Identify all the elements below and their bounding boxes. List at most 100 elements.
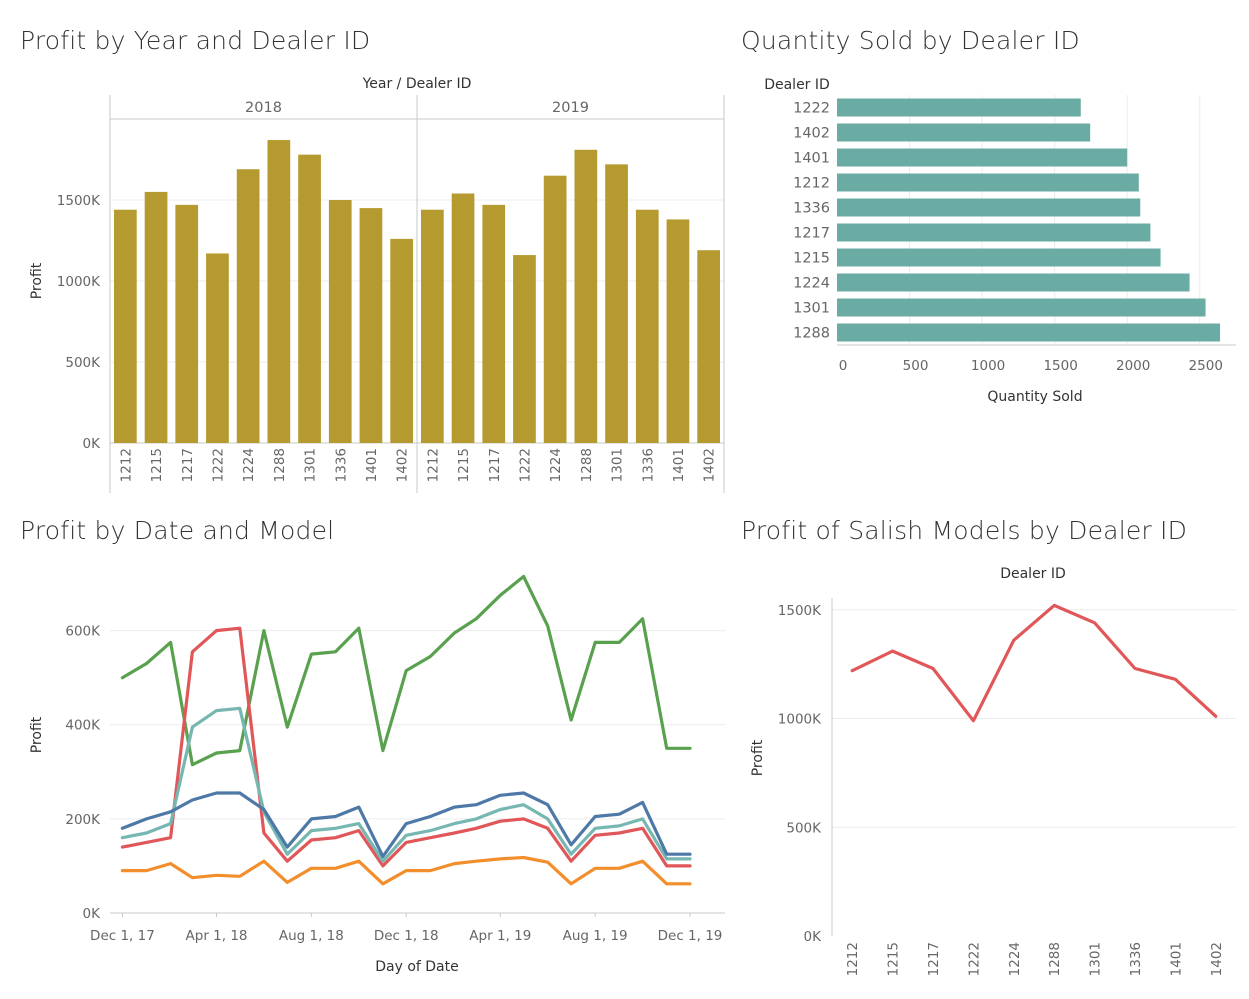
y-axis-title: Profit xyxy=(29,716,45,753)
bar xyxy=(837,323,1221,342)
series-line xyxy=(120,791,692,859)
y-tick-label: 1000K xyxy=(778,712,822,728)
bar xyxy=(513,255,536,443)
x-tick-label: 2500 xyxy=(1189,358,1223,374)
x-tick-label: 1215 xyxy=(886,942,902,976)
bar xyxy=(267,140,291,443)
series-line xyxy=(120,626,692,868)
year-header: 2018 xyxy=(245,100,282,116)
x-tick-label: Dec 1, 19 xyxy=(658,928,723,944)
bar xyxy=(328,200,352,443)
x-tick-label: Dec 1, 18 xyxy=(374,928,439,944)
bar xyxy=(837,248,1161,267)
bar xyxy=(113,209,137,443)
bar xyxy=(482,204,506,443)
x-tick-label: 1301 xyxy=(1088,942,1104,976)
x-tick-label: 1288 xyxy=(272,448,288,482)
y-tick-label: 1301 xyxy=(793,301,830,317)
x-axis-title: Quantity Sold xyxy=(987,389,1082,405)
bar xyxy=(837,273,1190,292)
x-tick-label: 1222 xyxy=(966,942,982,976)
bar xyxy=(451,193,475,443)
x-tick-label: 1336 xyxy=(1128,942,1144,976)
y-tick-label: 1401 xyxy=(793,151,830,167)
x-tick-label: 1500 xyxy=(1043,358,1077,374)
bar xyxy=(420,209,444,443)
y-tick-label: 1215 xyxy=(793,251,830,267)
series-line xyxy=(120,706,692,863)
bar xyxy=(206,253,229,443)
bar xyxy=(697,250,721,443)
y-tick-label: 1217 xyxy=(793,226,830,242)
y-tick-label: 1222 xyxy=(793,101,830,117)
x-tick-label: 0 xyxy=(839,358,848,374)
x-tick-label: 1401 xyxy=(364,448,380,482)
y-tick-label: 1500K xyxy=(778,603,822,619)
bar xyxy=(837,198,1141,217)
bar xyxy=(390,238,414,443)
x-tick-label: 1401 xyxy=(1168,942,1184,976)
x-tick-label: 500 xyxy=(903,358,929,374)
x-tick-label: 1224 xyxy=(1007,942,1023,976)
bar xyxy=(837,298,1206,317)
x-tick-label: 1215 xyxy=(456,448,472,482)
x-axis-title: Day of Date xyxy=(375,959,459,975)
x-tick-label: 1336 xyxy=(640,448,656,482)
x-tick-label: 1336 xyxy=(333,448,349,482)
x-tick-label: 1402 xyxy=(702,448,718,482)
x-tick-label: 1217 xyxy=(180,448,196,482)
y-tick-label: 200K xyxy=(65,812,101,828)
bar xyxy=(574,149,598,443)
x-tick-label: 1402 xyxy=(395,448,411,482)
y-tick-label: 500K xyxy=(65,355,101,371)
y-tick-label: 1224 xyxy=(793,276,830,292)
bar xyxy=(837,123,1091,142)
x-tick-label: 1224 xyxy=(241,448,257,482)
x-tick-label: 1217 xyxy=(487,448,503,482)
x-tick-label: 1301 xyxy=(303,448,319,482)
y-tick-label: 0K xyxy=(83,436,102,452)
y-axis-title: Profit xyxy=(750,739,766,776)
x-tick-label: 1217 xyxy=(926,942,942,976)
x-tick-label: 1215 xyxy=(149,448,165,482)
x-tick-label: Aug 1, 19 xyxy=(563,928,628,944)
x-tick-label: 1000 xyxy=(971,358,1005,374)
title-profit-by-year-and-dealer: Profit by Year and Dealer ID xyxy=(20,26,371,55)
x-tick-label: Dec 1, 17 xyxy=(90,928,155,944)
bar xyxy=(666,219,690,443)
y-tick-label: 1500K xyxy=(57,193,101,209)
x-tick-label: 1402 xyxy=(1209,942,1225,976)
x-tick-label: 1401 xyxy=(671,448,687,482)
title-profit-of-salish-models: Profit of Salish Models by Dealer ID xyxy=(741,516,1188,545)
y-tick-label: 0K xyxy=(83,906,102,922)
bar xyxy=(543,175,567,443)
x-tick-label: 1301 xyxy=(610,448,626,482)
x-tick-label: Apr 1, 18 xyxy=(186,928,248,944)
column-header: Dealer ID xyxy=(1000,566,1066,582)
x-tick-label: 1212 xyxy=(425,448,441,482)
series-line xyxy=(120,855,692,886)
title-quantity-sold-by-dealer: Quantity Sold by Dealer ID xyxy=(741,26,1080,55)
y-tick-label: 1336 xyxy=(793,201,830,217)
y-tick-label: 1000K xyxy=(57,274,101,290)
x-tick-label: 1224 xyxy=(548,448,564,482)
y-tick-label: 1288 xyxy=(793,326,830,342)
bar xyxy=(605,164,628,444)
bar xyxy=(837,173,1139,192)
column-header: Year / Dealer ID xyxy=(362,76,472,92)
bar xyxy=(359,208,383,443)
year-header: 2019 xyxy=(552,100,589,116)
x-tick-label: 1212 xyxy=(118,448,134,482)
y-tick-label: 1212 xyxy=(793,176,830,192)
x-tick-label: 1288 xyxy=(1047,942,1063,976)
bar xyxy=(298,154,321,443)
y-tick-label: 1402 xyxy=(793,126,830,142)
x-tick-label: Apr 1, 19 xyxy=(469,928,531,944)
x-tick-label: 1212 xyxy=(845,942,861,976)
y-tick-label: 400K xyxy=(65,718,101,734)
bar xyxy=(635,209,659,443)
x-tick-label: Aug 1, 18 xyxy=(279,928,344,944)
row-header: Dealer ID xyxy=(764,77,830,93)
x-tick-label: 1222 xyxy=(210,448,226,482)
